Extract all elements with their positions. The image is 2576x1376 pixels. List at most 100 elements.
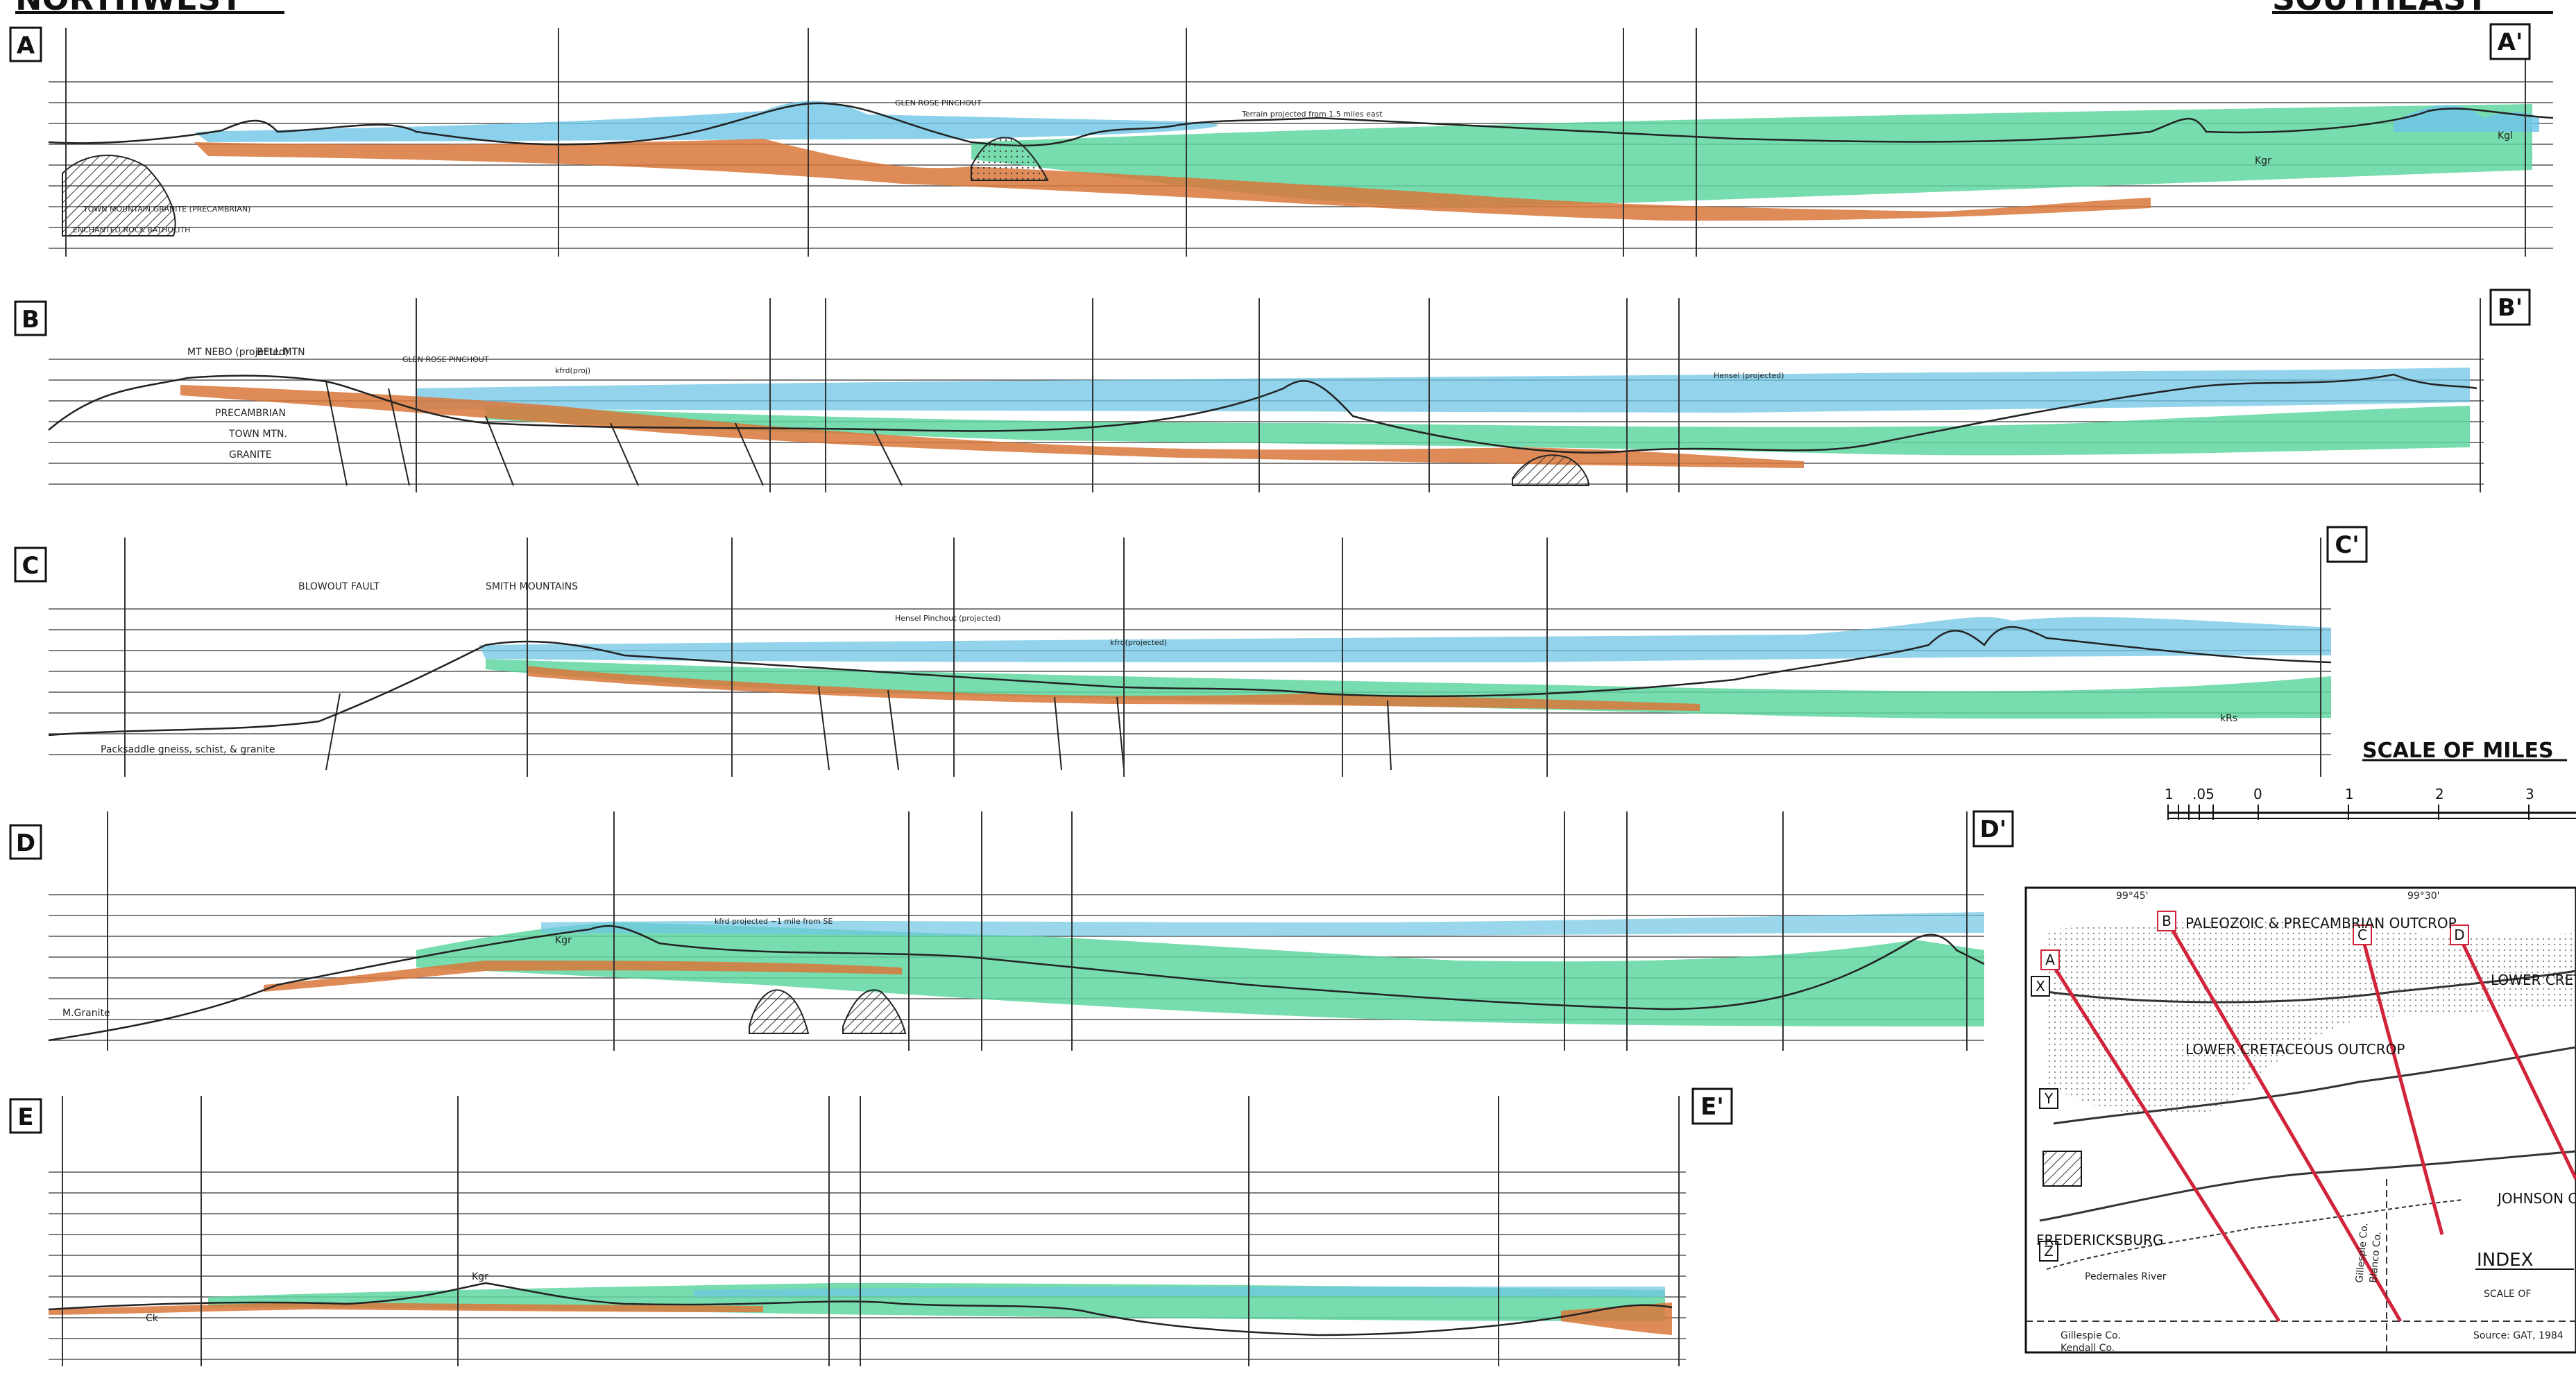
section-c-blowout-text: BLOWOUT FAULT — [298, 581, 380, 592]
section-c-faults — [325, 686, 1392, 771]
section-d-location-lines — [107, 811, 1968, 1051]
section-a-location-lines — [65, 28, 2526, 257]
index-johnson: JOHNSON CITY — [2496, 1190, 2576, 1207]
section-c-topography — [48, 626, 2332, 737]
section-b-kfrd-text: kfrd(proj) — [555, 366, 590, 375]
section-d-dome-2 — [842, 989, 907, 1034]
section-b-glen-rose-text: GLEN ROSE PINCHOUT — [402, 355, 489, 364]
index-pedernales: Pedernales River — [2085, 1271, 2167, 1282]
section-d-right-label: D' — [1980, 816, 2007, 843]
index-markers: A B C D X Y Z — [2031, 911, 2469, 1262]
section-d-kgr-text: Kgr — [555, 935, 572, 946]
section-a-orange-layer — [194, 139, 2151, 221]
section-b-kgr-band — [486, 406, 2470, 456]
section-c-hensel-text: Hensel Pinchout (projected) — [895, 614, 1001, 623]
section-a-label-right: A' — [2489, 23, 2531, 60]
section-e-label-left: E — [9, 1098, 42, 1134]
section-b-right-label: B' — [2498, 294, 2523, 322]
section-c: C C' BLOWOUT FAULT SMITH MOUNTAINS Packs… — [14, 526, 2368, 777]
section-c-orange-layer — [527, 666, 1700, 711]
section-d-left-label: D — [16, 829, 35, 857]
section-a-dome — [971, 137, 1049, 181]
scale-tick-1b: 1 — [2345, 786, 2354, 802]
section-c-kfrd-text: kfrd(projected) — [1110, 638, 1167, 647]
section-e-label-right: E' — [1691, 1087, 1733, 1125]
index-marker-z: Z — [2044, 1243, 2054, 1259]
section-e-location-lines — [62, 1096, 1680, 1366]
index-marker-b: B — [2162, 913, 2172, 929]
section-c-label-left: C — [14, 547, 47, 583]
section-b-orange-layer — [180, 385, 1804, 468]
section-b-kfrd-band — [416, 368, 2470, 413]
section-b-label-right: B' — [2489, 289, 2531, 326]
index-marker-d: D — [2454, 927, 2464, 943]
section-e-orange-layer-east — [1561, 1302, 1672, 1335]
section-d-granite-text: M.Granite — [62, 1008, 110, 1019]
section-c-left-label: C — [22, 552, 40, 580]
index-gillespie: Gillespie Co. — [2061, 1330, 2121, 1341]
index-blanco: Blanco Co. — [2368, 1231, 2383, 1283]
section-c-kgr-band — [486, 659, 2331, 719]
section-a-left-label: A — [17, 32, 35, 60]
section-d-label-right: D' — [1972, 810, 2014, 848]
header: NORTHWEST SOUTHEAST — [15, 0, 2553, 17]
section-c-packsaddle-text: Packsaddle gneiss, schist, & granite — [101, 744, 275, 755]
section-a: A A' ENCHANTED ROCK BATHOLITH TOWN MOUNT… — [9, 23, 2554, 257]
index-lon1: 99°45' — [2116, 891, 2148, 902]
section-a-label-left: A — [9, 26, 42, 62]
index-river — [2046, 1199, 2464, 1270]
index-lower-cret-2: LOWER CRETACEOUS OUTCROP — [2491, 972, 2576, 988]
scale-tick-05: .05 — [2192, 786, 2215, 802]
section-a-terrain-text: Terrain projected from 1.5 miles east — [1241, 110, 1383, 119]
section-e-kgr-text: Kgr — [472, 1271, 488, 1282]
section-a-right-label: A' — [2498, 28, 2523, 56]
header-southeast: SOUTHEAST — [2272, 0, 2489, 17]
index-gillespie2: Gillespie Co. — [2354, 1222, 2371, 1283]
scale-tick-0: 0 — [2253, 786, 2262, 802]
section-a-granite-intrusion — [62, 155, 176, 237]
section-a-kfrd-band — [194, 101, 1218, 142]
section-e-orange-layer — [49, 1302, 763, 1315]
scale-title: SCALE OF MILES — [2362, 739, 2554, 763]
section-a-glen-rose-text: GLEN ROSE PINCHOUT — [895, 98, 982, 108]
section-d-kgr-band — [416, 922, 1984, 1026]
index-title: INDEX — [2477, 1250, 2533, 1271]
section-c-label-right: C' — [2326, 526, 2368, 563]
section-b-mt-nebo-text: MT NEBO (projected) — [187, 347, 289, 358]
index-outcrop-top: PALEOZOIC & PRECAMBRIAN OUTCROP — [2185, 915, 2457, 931]
section-b-bell-mtn-text: BELL MTN — [257, 347, 305, 358]
section-b-precambrian-text: PRECAMBRIAN — [215, 408, 286, 419]
scale-tick-1: 1 — [2165, 786, 2174, 802]
index-marker-a: A — [2045, 952, 2055, 968]
index-kendall: Kendall Co. — [2061, 1343, 2115, 1354]
section-e-ck-text: Ck — [146, 1313, 159, 1324]
section-b-location-lines — [416, 298, 2481, 492]
section-b-granite-text: GRANITE — [229, 449, 272, 461]
section-d: D D' M.Granite kfrd projected ~1 mile fr… — [9, 810, 2014, 1051]
section-c-location-lines — [124, 538, 2321, 777]
section-d-kfrd-text: kfrd projected ~1 mile from SE — [715, 917, 833, 926]
index-scale-of: SCALE OF — [2484, 1289, 2531, 1300]
index-marker-x: X — [2036, 978, 2045, 995]
scale-of-miles: SCALE OF MILES 1 .05 0 1 2 3 — [2165, 739, 2576, 820]
index-lower-cret-1: LOWER CRETACEOUS OUTCROP — [2185, 1041, 2405, 1058]
section-d-label-left: D — [9, 824, 42, 860]
index-fredericksburg: FREDERICKSBURG — [2036, 1232, 2163, 1248]
section-a-kgl-text: Kgl — [2498, 130, 2513, 141]
index-section-lines — [2048, 921, 2576, 1323]
scale-tick-2: 2 — [2435, 786, 2444, 802]
section-a-kgr-band — [971, 104, 2532, 208]
section-a-kfrd-knobs-east — [2394, 105, 2539, 132]
index-roads — [2039, 970, 2576, 1222]
section-d-orange-layer — [264, 961, 902, 992]
section-b-faults — [325, 381, 903, 486]
index-source: Source: GAT, 1984 — [2473, 1330, 2564, 1341]
index-marker-c: C — [2357, 927, 2367, 943]
section-e: E E' Kgr Ck — [9, 1087, 1733, 1366]
section-b: B B' MT NEBO (projected) BELL MTN PRECAM… — [14, 289, 2531, 492]
section-d-dome-1 — [749, 989, 810, 1034]
section-c-krs-text: kRs — [2220, 713, 2237, 724]
scale-tick-3: 3 — [2525, 786, 2534, 802]
index-marker-y: Y — [2044, 1090, 2054, 1107]
